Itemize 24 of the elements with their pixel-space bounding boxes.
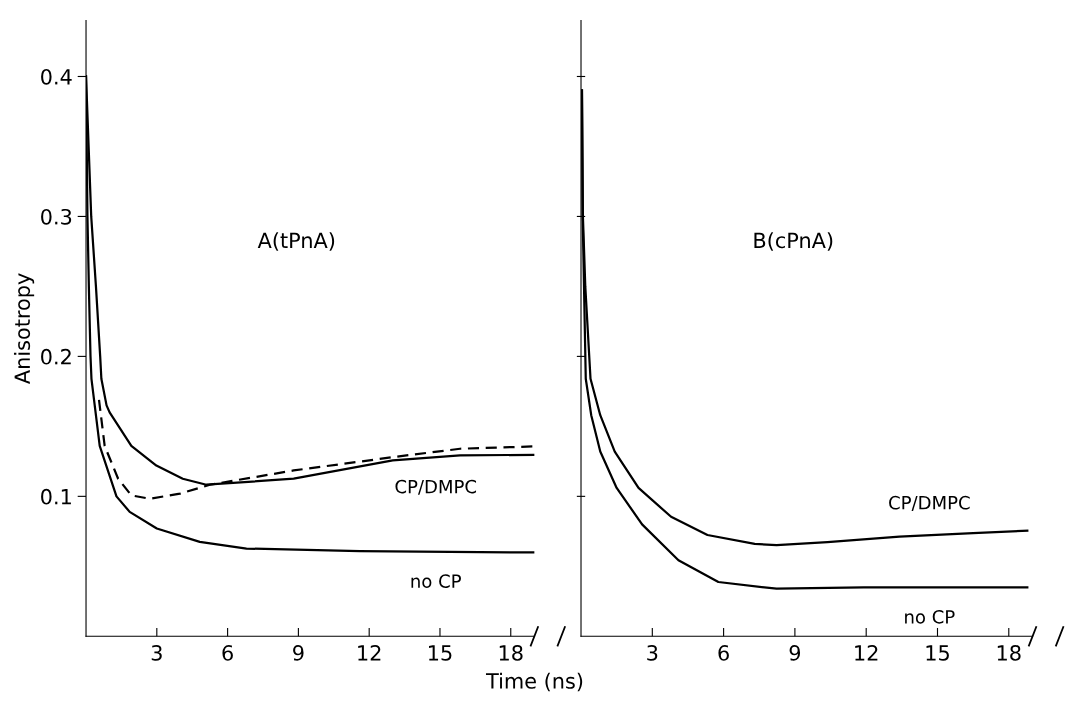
x-axis-title: Time (ns)	[485, 672, 583, 692]
x-tick-label: 12	[358, 645, 381, 661]
y-tick-label: 0.3	[41, 208, 72, 225]
series-label: CP/DMPC	[889, 495, 970, 511]
x-tick-label: 9	[789, 645, 801, 661]
x-tick-label: 18	[997, 645, 1021, 661]
y-tick-label: 0.1	[41, 488, 71, 505]
y-axis-title: Anisotropy	[13, 273, 35, 384]
x-tick-label: 9	[293, 645, 304, 661]
x-tick-label: 15	[926, 645, 949, 661]
x-tick-label: 6	[222, 645, 233, 661]
series-label: no CP	[905, 610, 955, 624]
x-tick-label: 6	[718, 645, 729, 661]
text: A(tPnA)	[257, 232, 335, 251]
y-tick-label: 0.2	[41, 348, 71, 365]
x-tick-label: 15	[429, 645, 452, 661]
series-label: CP/DMPC	[395, 479, 477, 495]
x-tick-label: 18	[499, 645, 523, 661]
x-tick-label: 3	[647, 645, 658, 661]
x-tick-label: 3	[151, 645, 162, 661]
x-tick-label: 12	[855, 645, 878, 661]
series-label: no CP	[411, 574, 461, 588]
text: B(cPnA)	[754, 232, 833, 251]
y-tick-label: 0.4	[41, 68, 72, 85]
